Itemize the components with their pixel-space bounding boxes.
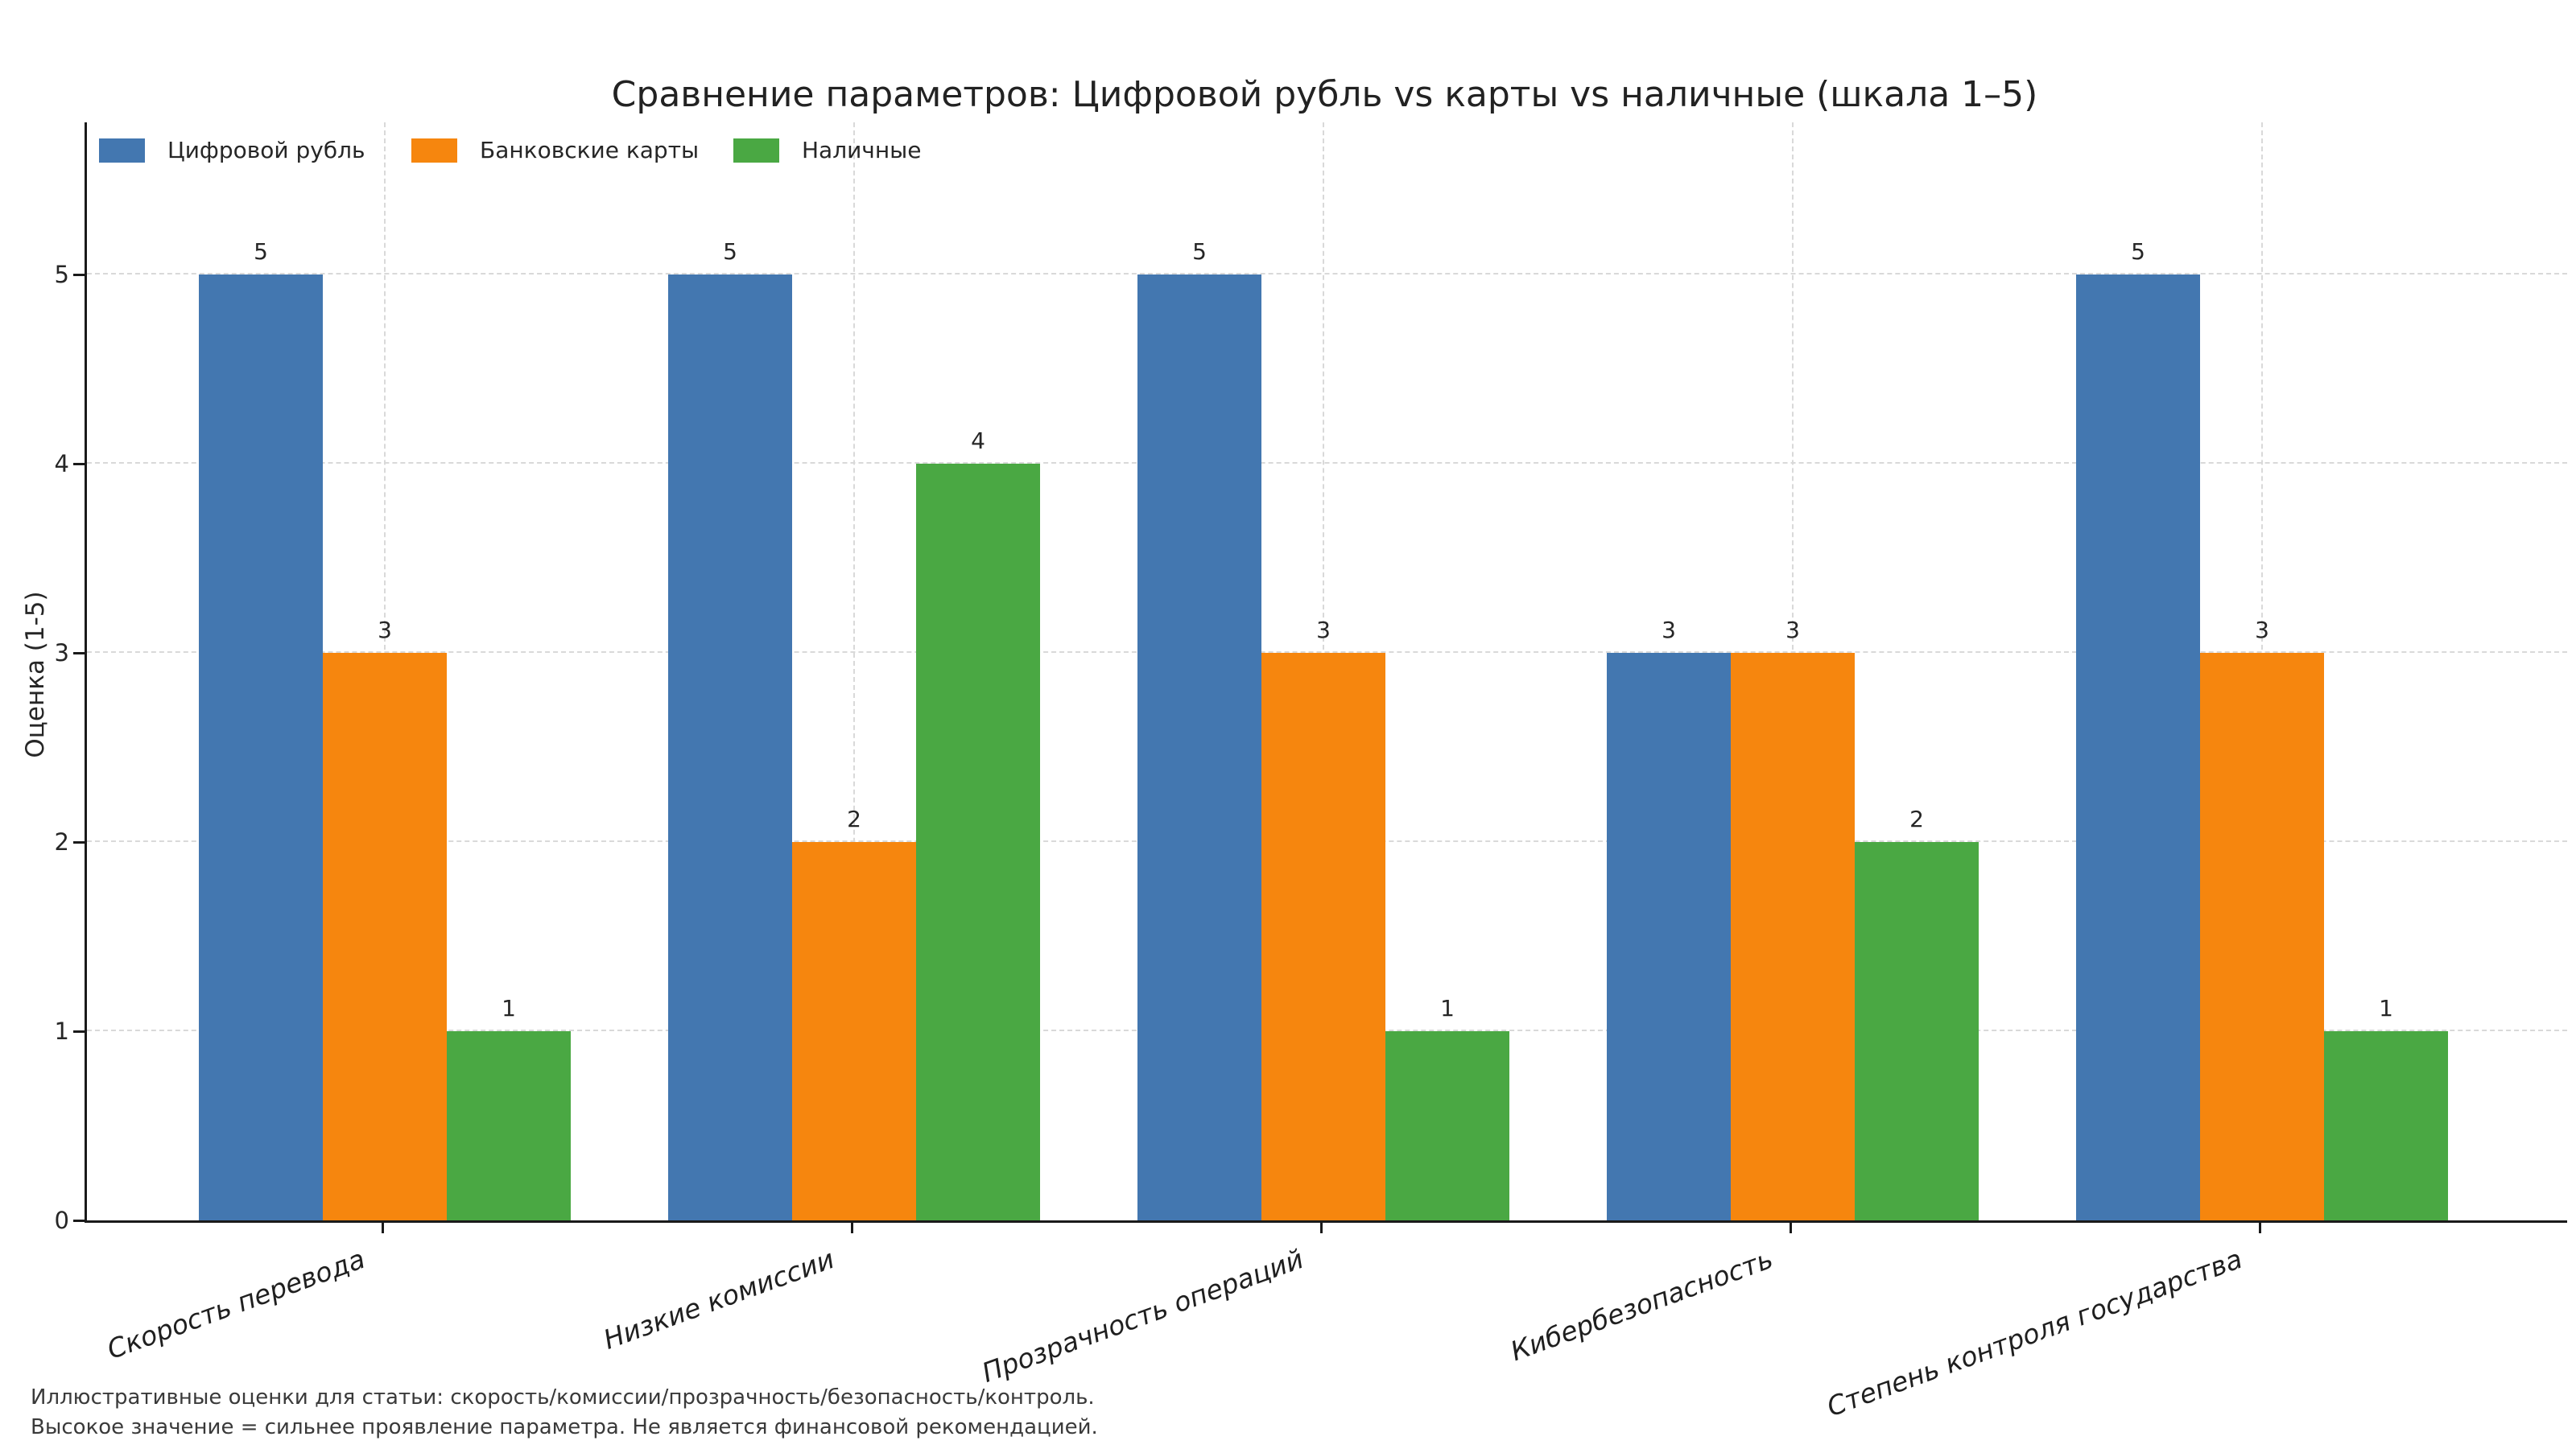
- grid-line-vertical: [853, 122, 855, 1220]
- bar-value-label: 3: [1316, 617, 1331, 643]
- category-label: Скорость перевода: [102, 1243, 369, 1366]
- category-label: Кибербезопасность: [1506, 1243, 1777, 1368]
- bar-value-label: 1: [502, 995, 516, 1022]
- y-tick-label: 1: [54, 1018, 69, 1045]
- y-tick-mark: [73, 463, 85, 465]
- footnote-line: Иллюстративные оценки для статьи: скорос…: [31, 1385, 1095, 1410]
- legend-label: Банковские карты: [480, 137, 700, 163]
- legend-label: Наличные: [802, 137, 922, 163]
- category-label: Степень контроля государства: [1823, 1243, 2247, 1423]
- bar-value-label: 3: [1785, 617, 1800, 643]
- bar-Банковские карты-Скорость перевода: [323, 653, 447, 1220]
- y-tick-mark: [73, 652, 85, 654]
- x-tick-mark: [1320, 1222, 1323, 1233]
- bar-value-label: 3: [2255, 617, 2269, 643]
- bar-Наличные-Прозрачность операций: [1385, 1031, 1509, 1220]
- bar-Наличные-Скорость перевода: [447, 1031, 571, 1220]
- bar-value-label: 5: [1192, 238, 1207, 265]
- footnotes: Иллюстративные оценки для статьи: скорос…: [31, 1383, 1098, 1443]
- y-tick-mark: [73, 1030, 85, 1033]
- bar-Банковские карты-Низкие комиссии: [792, 842, 916, 1220]
- y-axis-label: Оценка (1-5): [21, 591, 50, 758]
- bar-value-label: 1: [2379, 995, 2393, 1022]
- bar-Наличные-Кибербезопасность: [1855, 842, 1979, 1220]
- x-tick-mark: [2259, 1222, 2261, 1233]
- footnote-line: Высокое значение = сильнее проявление па…: [31, 1415, 1098, 1439]
- x-tick-mark: [382, 1222, 384, 1233]
- bar-Наличные-Степень контроля государства: [2324, 1031, 2448, 1220]
- bar-Банковские карты-Кибербезопасность: [1731, 653, 1855, 1220]
- y-tick-label: 5: [54, 261, 69, 288]
- bar-Цифровой рубль-Низкие комиссии: [668, 275, 792, 1220]
- x-tick-mark: [851, 1222, 853, 1233]
- bar-Банковские карты-Степень контроля государства: [2200, 653, 2324, 1220]
- chart-title: Сравнение параметров: Цифровой рубль vs …: [611, 74, 2038, 115]
- y-tick-label: 3: [54, 639, 69, 667]
- bar-value-label: 5: [723, 238, 737, 265]
- y-tick-mark: [73, 274, 85, 276]
- x-tick-mark: [1790, 1222, 1792, 1233]
- y-tick-mark: [73, 841, 85, 844]
- bar-value-label: 3: [378, 617, 392, 643]
- bar-value-label: 3: [1662, 617, 1676, 643]
- bar-Наличные-Низкие комиссии: [916, 464, 1040, 1220]
- legend-label: Цифровой рубль: [167, 137, 365, 163]
- bar-Цифровой рубль-Степень контроля государства: [2076, 275, 2200, 1220]
- bar-value-label: 5: [2131, 238, 2145, 265]
- legend-swatch-icon: [733, 138, 779, 163]
- bar-Банковские карты-Прозрачность операций: [1261, 653, 1385, 1220]
- bar-Цифровой рубль-Кибербезопасность: [1607, 653, 1731, 1220]
- plot-area: 5 5 5 3 5 3 2 3 3 3 1 4 1 2 1: [85, 122, 2567, 1223]
- category-label: Низкие комиссии: [599, 1243, 839, 1356]
- bar-value-label: 1: [1440, 995, 1455, 1022]
- category-label: Прозрачность операций: [977, 1243, 1308, 1389]
- y-tick-label: 2: [54, 828, 69, 856]
- legend-swatch-icon: [99, 138, 145, 163]
- bar-value-label: 2: [1909, 806, 1924, 832]
- bar-value-label: 5: [254, 238, 268, 265]
- bar-value-label: 4: [971, 427, 985, 454]
- grid-line-horizontal: [87, 273, 2567, 275]
- bar-Цифровой рубль-Прозрачность операций: [1137, 275, 1261, 1220]
- y-tick-mark: [73, 1220, 85, 1222]
- bar-value-label: 2: [847, 806, 861, 832]
- y-tick-label: 4: [54, 450, 69, 477]
- grid-line-horizontal: [87, 462, 2567, 464]
- bar-Цифровой рубль-Скорость перевода: [199, 275, 323, 1220]
- y-tick-label: 0: [54, 1207, 69, 1234]
- grid-line-horizontal: [87, 651, 2567, 653]
- legend-swatch-icon: [411, 138, 457, 163]
